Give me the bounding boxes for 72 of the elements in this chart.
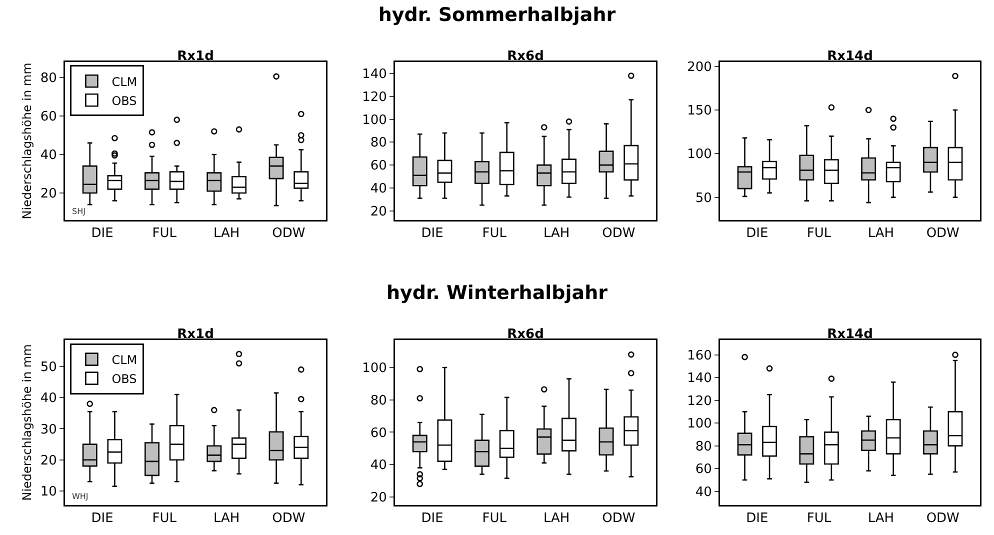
y-tick-label: 50 bbox=[695, 190, 712, 206]
x-tick-label: ODW bbox=[602, 226, 636, 242]
y-tick-label: 20 bbox=[370, 490, 387, 506]
chart-title: Rx6d bbox=[507, 49, 544, 64]
x-tick-label: LAH bbox=[543, 511, 570, 526]
y-tick-label: 40 bbox=[695, 484, 712, 500]
y-tick-label: 40 bbox=[40, 391, 57, 406]
x-tick-label: DIE bbox=[746, 511, 768, 526]
y-tick-label: 100 bbox=[362, 112, 387, 128]
y-tick-label: 80 bbox=[370, 393, 387, 408]
y-tick-label: 120 bbox=[362, 90, 387, 105]
x-tick-label: FUL bbox=[482, 511, 508, 526]
x-tick-label: ODW bbox=[926, 511, 960, 526]
y-tick-label: 20 bbox=[40, 453, 57, 468]
y-tick-label: 140 bbox=[687, 371, 712, 386]
x-tick-label: LAH bbox=[213, 511, 240, 526]
y-tick-label: 160 bbox=[687, 348, 712, 364]
x-tick-label: ODW bbox=[602, 511, 636, 526]
y-tick-label: 80 bbox=[40, 70, 57, 86]
x-tick-label: FUL bbox=[806, 511, 832, 526]
x-tick-label: LAH bbox=[868, 511, 894, 526]
annotation: WHJ bbox=[72, 492, 88, 501]
x-tick-label: DIE bbox=[421, 226, 444, 242]
legend-label: OBS bbox=[112, 94, 137, 108]
y-tick-label: 120 bbox=[687, 394, 712, 409]
x-tick-label: FUL bbox=[806, 226, 832, 242]
chart-subtitle: hydr. Winterhalbjahr bbox=[385, 282, 609, 304]
x-tick-label: LAH bbox=[213, 226, 240, 242]
x-tick-label: FUL bbox=[152, 511, 178, 526]
y-tick-label: 60 bbox=[370, 158, 387, 174]
legend-label: CLM bbox=[112, 352, 138, 367]
x-tick-label: ODW bbox=[272, 226, 306, 242]
y-tick-label: 60 bbox=[40, 110, 57, 124]
x-tick-label: ODW bbox=[272, 511, 306, 526]
y-tick-label: 20 bbox=[40, 186, 57, 202]
y-tick-label: 200 bbox=[687, 60, 712, 75]
annotation: SHJ bbox=[72, 207, 86, 216]
y-tick-label: 40 bbox=[40, 148, 57, 164]
legend-label: CLM bbox=[112, 74, 138, 89]
y-tick-label: 10 bbox=[40, 484, 57, 500]
x-tick-label: DIE bbox=[91, 511, 114, 526]
y-tick-label: 80 bbox=[370, 136, 387, 151]
y-tick-label: 20 bbox=[370, 204, 387, 220]
x-tick-label: DIE bbox=[91, 226, 114, 242]
y-tick-label: 50 bbox=[40, 360, 57, 376]
chart-title: Rx14d bbox=[827, 49, 873, 64]
x-tick-label: DIE bbox=[746, 226, 768, 242]
chart-title: Rx1d bbox=[177, 49, 214, 64]
y-tick-label: 60 bbox=[695, 462, 712, 478]
y-tick-label: 140 bbox=[362, 67, 387, 82]
y-axis-title: Niederschlagshöhe in mm bbox=[20, 344, 34, 501]
x-tick-label: ODW bbox=[926, 226, 960, 242]
x-tick-label: LAH bbox=[543, 226, 570, 242]
chart-title: Rx14d bbox=[827, 327, 873, 342]
y-tick-label: 40 bbox=[370, 458, 387, 474]
y-tick-label: 100 bbox=[687, 147, 712, 162]
chart-subtitle: hydr. Sommerhalbjahr bbox=[377, 4, 617, 26]
y-tick-label: 150 bbox=[687, 104, 712, 119]
y-tick-label: 30 bbox=[40, 422, 57, 438]
x-tick-label: LAH bbox=[868, 226, 894, 242]
y-tick-label: 100 bbox=[687, 416, 712, 432]
y-tick-label: 80 bbox=[695, 439, 712, 454]
x-tick-label: FUL bbox=[152, 226, 178, 242]
chart-title: Rx6d bbox=[507, 327, 544, 342]
x-tick-label: DIE bbox=[421, 511, 444, 526]
chart-title: Rx1d bbox=[177, 327, 214, 342]
legend-label: OBS bbox=[112, 372, 137, 386]
y-tick-label: 60 bbox=[370, 426, 387, 441]
x-tick-label: FUL bbox=[482, 226, 508, 242]
y-tick-label: 40 bbox=[370, 181, 387, 196]
y-axis-title: Niederschlagshöhe in mm bbox=[20, 62, 34, 220]
y-tick-label: 100 bbox=[362, 361, 387, 376]
